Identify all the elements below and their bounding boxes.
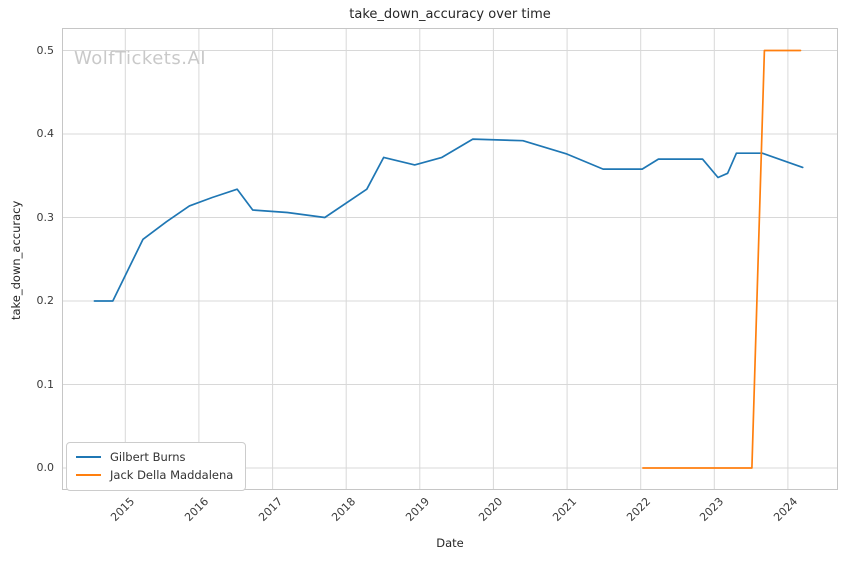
- y-tick-label-0.3: 0.3: [36, 210, 55, 224]
- y-tick-label-0.1: 0.1: [36, 377, 55, 391]
- x-tick-label-2018: 2018: [329, 495, 359, 524]
- chart-title: take_down_accuracy over time: [349, 7, 551, 22]
- x-tick-label-2016: 2016: [182, 495, 212, 524]
- legend-label: Gilbert Burns: [110, 450, 186, 464]
- watermark: WolfTickets.AI: [74, 48, 207, 69]
- legend-line-swatch-blue: [76, 456, 101, 458]
- plot-area: [62, 28, 838, 490]
- x-tick-label-2019: 2019: [403, 495, 433, 524]
- y-tick-label-0.5: 0.5: [36, 43, 55, 57]
- x-tick-label-2020: 2020: [476, 495, 506, 524]
- y-tick-label-0.2: 0.2: [36, 294, 55, 308]
- legend: Gilbert Burns Jack Della Maddalena: [66, 442, 247, 491]
- x-tick-label-2024: 2024: [771, 495, 801, 524]
- legend-label: Jack Della Maddalena: [110, 468, 234, 482]
- x-tick-label-2023: 2023: [697, 495, 727, 524]
- x-tick-label-2022: 2022: [623, 495, 653, 524]
- x-tick-label-2017: 2017: [255, 495, 285, 524]
- y-tick-label-0.4: 0.4: [36, 127, 55, 141]
- x-tick-label-2015: 2015: [108, 495, 138, 524]
- chart-canvas: [62, 28, 838, 490]
- legend-item: Gilbert Burns: [76, 448, 233, 466]
- y-tick-label-0.0: 0.0: [36, 461, 55, 475]
- y-axis-label: take_down_accuracy: [9, 200, 23, 320]
- x-axis-label: Date: [436, 536, 464, 550]
- x-tick-label-2021: 2021: [550, 495, 580, 524]
- legend-line-swatch-orange: [76, 474, 101, 476]
- legend-item: Jack Della Maddalena: [76, 466, 233, 484]
